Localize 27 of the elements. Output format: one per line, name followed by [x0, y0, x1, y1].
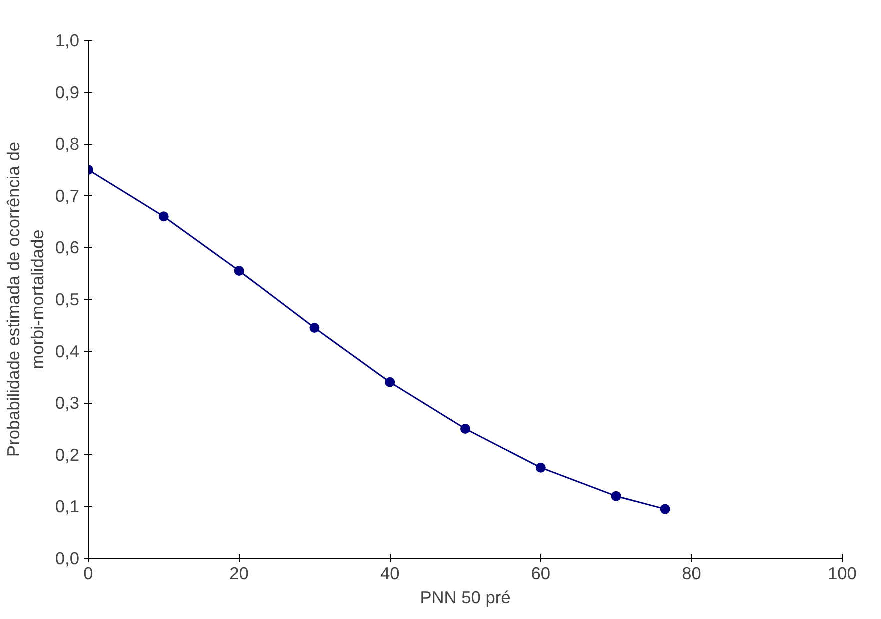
x-tick-label: 0 — [84, 564, 94, 584]
y-tick-label: 0,9 — [55, 82, 80, 102]
point — [158, 212, 169, 222]
y-tick-label: 0,3 — [55, 393, 80, 414]
point — [385, 377, 396, 388]
point — [310, 323, 320, 333]
y-tick-label: 1,0 — [55, 30, 80, 50]
point — [460, 424, 470, 434]
point — [234, 266, 244, 276]
x-axis-title: PNN 50 pré — [420, 588, 511, 608]
y-tick-label: 0,8 — [55, 134, 80, 154]
point — [611, 491, 622, 502]
x-tick-label: 20 — [230, 564, 249, 584]
y-tick-label: 0,5 — [55, 290, 80, 310]
x-tick-label: 80 — [682, 564, 702, 584]
y-tick-label: 0,7 — [55, 186, 80, 206]
y-tick-label: 0,2 — [55, 444, 80, 465]
y-tick-label: 0,1 — [55, 496, 80, 517]
y-tick-label: 0,6 — [55, 238, 80, 258]
point — [660, 504, 670, 514]
x-tick-label: 100 — [828, 564, 857, 584]
y-axis-title: Probabilidade estimada de ocorrência de morbi-mortalidade — [3, 142, 48, 457]
y-tick-label: 0,0 — [55, 548, 80, 568]
point — [536, 462, 546, 473]
y-tick-label: 0,4 — [55, 341, 80, 362]
x-tick-label: 60 — [531, 564, 551, 584]
x-tick-label: 40 — [380, 564, 400, 584]
